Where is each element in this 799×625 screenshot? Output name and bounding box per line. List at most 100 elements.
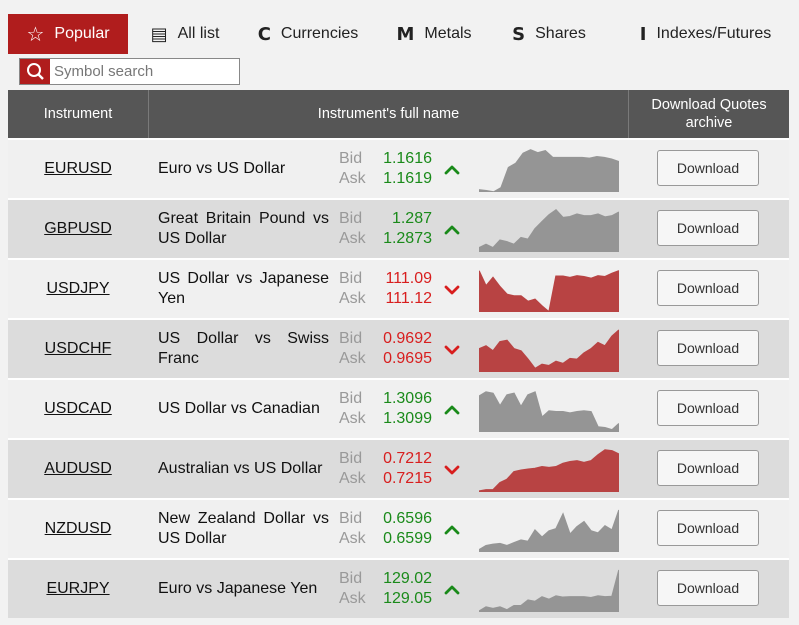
ask-label: Ask — [339, 290, 366, 307]
sparkline-area — [479, 570, 619, 612]
header-divider — [628, 90, 629, 138]
bid-value: 0.7212 — [383, 450, 432, 467]
instrument-full-name-text: US Dollar vs Canadian — [158, 400, 320, 417]
download-button[interactable]: Download — [657, 150, 759, 186]
instrument-full-name-text: Euro vs Japanese Yen — [158, 580, 318, 597]
sparkline-line — [479, 209, 619, 249]
indexes-letter-icon: I — [639, 23, 647, 45]
table-row: EURJPY Euro vs Japanese Yen Bid Ask 129.02 12… — [8, 558, 789, 618]
instrument-symbol-link[interactable]: USDJPY — [46, 280, 110, 297]
bid-value: 1.287 — [391, 210, 432, 227]
sparkline-line — [479, 569, 619, 612]
table-row: USDCHF US Dollar vs Swiss Franc Bid Ask 0.96… — [8, 318, 789, 378]
sparkline-line — [479, 149, 619, 192]
ask-value: 0.7215 — [383, 470, 432, 487]
instrument-full-name: Euro vs US Dollar — [158, 140, 329, 198]
instrument-symbol-link[interactable]: AUDUSD — [44, 460, 112, 477]
bid-value: 1.1616 — [383, 150, 432, 167]
instrument-tabs: ☆ Popular ▤ All list C Currencies M Metals S Shar… — [8, 14, 788, 54]
bid-label: Bid — [339, 570, 363, 587]
ask-label: Ask — [339, 170, 366, 187]
sparkline-area — [479, 210, 619, 252]
sparkline-line — [479, 329, 619, 370]
sparkline-line — [479, 509, 619, 551]
ask-label: Ask — [339, 590, 366, 607]
ask-value: 0.6599 — [383, 530, 432, 547]
price-sparkline — [479, 149, 619, 192]
bid-value: 1.3096 — [383, 390, 432, 407]
tab-all-list[interactable]: ▤ All list — [142, 14, 228, 54]
bid-label: Bid — [339, 150, 363, 167]
tab-label: Shares — [535, 25, 586, 42]
search-input[interactable] — [54, 61, 232, 81]
table-row: GBPUSD Great Britain Pound vs US Dollar Bi… — [8, 198, 789, 258]
instrument-symbol-link[interactable]: USDCHF — [44, 340, 112, 357]
arrow-down-icon — [444, 465, 460, 475]
bid-label: Bid — [339, 330, 363, 347]
bid-value: 0.9692 — [383, 330, 432, 347]
tab-indexes-futures[interactable]: I Indexes/Futures — [623, 14, 788, 54]
price-sparkline — [479, 569, 619, 612]
table-row: EURUSD Euro vs US Dollar Bid Ask 1.1616 1.161… — [8, 138, 789, 198]
instrument-full-name-text: Australian vs US Dollar — [158, 460, 323, 477]
instrument-symbol-link[interactable]: EURUSD — [44, 160, 112, 177]
star-icon: ☆ — [26, 22, 45, 46]
instrument-full-name: Great Britain Pound vs US Dollar — [158, 200, 329, 258]
arrow-up-icon — [444, 225, 460, 235]
instrument-full-name: US Dollar vs Japanese Yen — [158, 260, 329, 318]
arrow-up-icon — [444, 525, 460, 535]
instrument-full-name: US Dollar vs Canadian — [158, 380, 329, 438]
download-button[interactable]: Download — [657, 270, 759, 306]
search-icon — [27, 63, 44, 80]
download-button[interactable]: Download — [657, 510, 759, 546]
download-button[interactable]: Download — [657, 570, 759, 606]
instrument-full-name-text: US Dollar vs Swiss Franc — [158, 330, 329, 367]
ask-label: Ask — [339, 230, 366, 247]
instrument-full-name: Australian vs US Dollar — [158, 440, 329, 498]
arrow-down-icon — [444, 345, 460, 355]
download-button[interactable]: Download — [657, 390, 759, 426]
tab-metals[interactable]: M Metals — [390, 14, 478, 54]
bid-value: 0.6596 — [383, 510, 432, 527]
instrument-full-name: New Zealand Dollar vs US Dollar — [158, 500, 329, 558]
download-button[interactable]: Download — [657, 330, 759, 366]
price-sparkline — [479, 449, 619, 492]
sparkline-line — [479, 270, 619, 312]
instrument-full-name-text: Euro vs US Dollar — [158, 160, 286, 177]
arrow-up-icon — [444, 405, 460, 415]
ask-value: 0.9695 — [383, 350, 432, 367]
bid-value: 111.09 — [385, 270, 432, 287]
search-button[interactable] — [20, 59, 50, 84]
bid-label: Bid — [339, 390, 363, 407]
download-button[interactable]: Download — [657, 210, 759, 246]
tab-currencies[interactable]: C Currencies — [252, 14, 364, 54]
download-button[interactable]: Download — [657, 450, 759, 486]
ask-label: Ask — [339, 410, 366, 427]
tab-label: Indexes/Futures — [656, 25, 772, 42]
table-row: NZDUSD New Zealand Dollar vs US Dollar Bid… — [8, 498, 789, 558]
ask-value: 1.2873 — [383, 230, 432, 247]
arrow-up-icon — [444, 165, 460, 175]
tab-label: Metals — [424, 25, 472, 42]
price-sparkline — [479, 509, 619, 552]
price-sparkline — [479, 209, 619, 252]
tab-shares[interactable]: S Shares — [508, 14, 590, 54]
header-divider — [148, 90, 149, 138]
sparkline-area — [479, 450, 619, 492]
bid-value: 129.02 — [383, 570, 432, 587]
ask-value: 111.12 — [385, 290, 432, 307]
instrument-symbol-link[interactable]: USDCAD — [44, 400, 112, 417]
header-download: Download Quotes archive — [651, 97, 767, 131]
bid-label: Bid — [339, 450, 363, 467]
symbol-search — [19, 58, 240, 85]
currencies-letter-icon: C — [257, 23, 271, 45]
price-sparkline — [479, 391, 619, 432]
instrument-symbol-link[interactable]: GBPUSD — [44, 220, 112, 237]
list-icon: ▤ — [150, 23, 168, 45]
tab-popular[interactable]: ☆ Popular — [8, 14, 128, 54]
instrument-symbol-link[interactable]: EURJPY — [46, 580, 110, 597]
bid-label: Bid — [339, 270, 363, 287]
instrument-symbol-link[interactable]: NZDUSD — [44, 520, 112, 537]
sparkline-area — [479, 150, 619, 192]
ask-value: 1.1619 — [383, 170, 432, 187]
